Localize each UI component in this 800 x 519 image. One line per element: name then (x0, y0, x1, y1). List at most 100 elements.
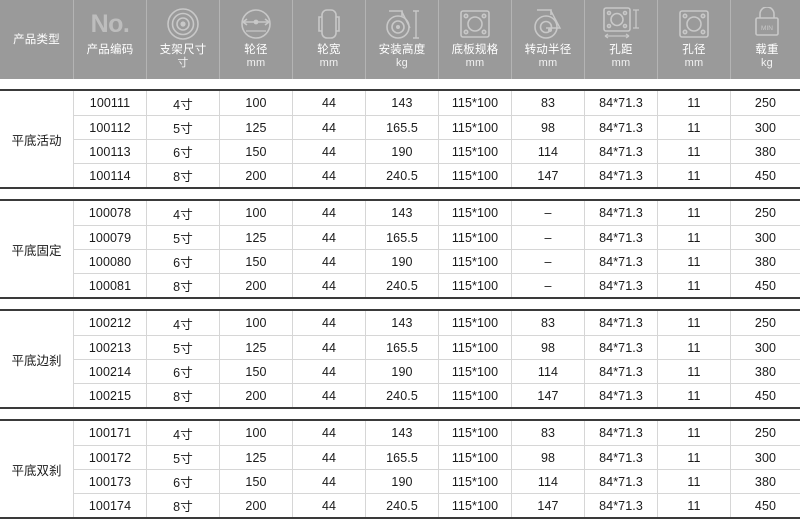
header-unit-swivel-radius: mm (538, 57, 558, 69)
table-cell: 100213 (73, 336, 146, 359)
table-cell: 165.5 (365, 226, 438, 249)
wheel-width-icon (293, 5, 365, 43)
table-cell: 100111 (73, 91, 146, 115)
table-cell: 84*71.3 (584, 336, 657, 359)
table-cell: 300 (730, 226, 800, 249)
table-row: 100174 8寸 200 44 240.5 115*100 147 84*71.3 11 450 (73, 493, 800, 517)
table-cell: 114 (511, 140, 584, 163)
table-cell: 11 (657, 274, 730, 297)
table-row: 100111 4寸 100 44 143 115*100 83 84*71.3 11 250 (73, 91, 800, 115)
table-cell: 115*100 (438, 421, 511, 445)
table-cell: 380 (730, 470, 800, 493)
table-cell: 115*100 (438, 360, 511, 383)
table-cell: 250 (730, 421, 800, 445)
header-unit-wheel-diameter: mm (246, 57, 266, 69)
table-cell: 100113 (73, 140, 146, 163)
table-row: 100215 8寸 200 44 240.5 115*100 147 84*71.3 11 450 (73, 383, 800, 407)
table-cell: 84*71.3 (584, 250, 657, 273)
table-cell: 100215 (73, 384, 146, 407)
table-cell: 98 (511, 116, 584, 139)
table-row: 100213 5寸 125 44 165.5 115*100 98 84*71.3 11 300 (73, 335, 800, 359)
group-label: 平底双刹 (11, 463, 62, 478)
table-row: 100113 6寸 150 44 190 115*100 114 84*71.3 11 380 (73, 139, 800, 163)
wheel-diameter-icon (220, 5, 292, 43)
table-cell: 250 (730, 311, 800, 335)
table-cell: 115*100 (438, 226, 511, 249)
table-cell: 115*100 (438, 116, 511, 139)
bracket-size-icon (147, 5, 219, 43)
table-cell: 44 (292, 91, 365, 115)
table-cell: 143 (365, 91, 438, 115)
table-cell: 100173 (73, 470, 146, 493)
header-unit-install-height: kg (395, 57, 409, 69)
table-cell: 165.5 (365, 336, 438, 359)
table-cell: 11 (657, 91, 730, 115)
header-label-swivel-radius: 转动半径 (524, 44, 572, 56)
table-cell: 100079 (73, 226, 146, 249)
table-cell: – (511, 201, 584, 225)
table-cell: – (511, 274, 584, 297)
group-spacer (0, 79, 800, 89)
hole-diameter-icon (658, 5, 730, 43)
table-cell: 98 (511, 446, 584, 469)
table-cell: 115*100 (438, 91, 511, 115)
header-col-wheel-diameter: 轮径 mm (219, 0, 292, 79)
table-cell: 125 (219, 116, 292, 139)
table-cell: 4寸 (146, 91, 219, 115)
table-cell: 380 (730, 250, 800, 273)
header-label-product-code: 产品编码 (86, 44, 134, 56)
table-cell: 4寸 (146, 201, 219, 225)
table-cell: 115*100 (438, 446, 511, 469)
table-body: 平底活动 100111 4寸 100 44 143 115*100 83 84*71.3 11 25… (0, 79, 800, 519)
header-label-wheel-width: 轮宽 (317, 44, 341, 56)
install-height-icon (366, 5, 438, 43)
table-cell: 84*71.3 (584, 421, 657, 445)
table-cell: 240.5 (365, 164, 438, 187)
table-cell: 11 (657, 494, 730, 517)
table-cell: 115*100 (438, 274, 511, 297)
table-cell: 44 (292, 201, 365, 225)
table-cell: 84*71.3 (584, 360, 657, 383)
table-cell: 450 (730, 274, 800, 297)
table-cell: 190 (365, 470, 438, 493)
table-cell: 44 (292, 421, 365, 445)
table-cell: 150 (219, 140, 292, 163)
table-cell: 8寸 (146, 274, 219, 297)
table-cell: 100 (219, 311, 292, 335)
table-cell: 250 (730, 91, 800, 115)
table-cell: 450 (730, 384, 800, 407)
table-cell: 114 (511, 470, 584, 493)
table-cell: 5寸 (146, 336, 219, 359)
table-row: 100079 5寸 125 44 165.5 115*100–84*71.3 11 300 (73, 225, 800, 249)
table-cell: 44 (292, 226, 365, 249)
table-cell: 115*100 (438, 494, 511, 517)
header-label-hole-diameter: 孔径 (682, 44, 706, 56)
table-cell: 11 (657, 164, 730, 187)
table-cell: 44 (292, 336, 365, 359)
header-col-product-code: No. 产品编码 (73, 0, 146, 79)
table-cell: 5寸 (146, 116, 219, 139)
table-cell: 100172 (73, 446, 146, 469)
header-label-install-height: 安装高度 (378, 44, 426, 56)
table-cell: 147 (511, 494, 584, 517)
table-cell: 125 (219, 336, 292, 359)
base-plate-icon (439, 5, 511, 43)
table-cell: 5寸 (146, 446, 219, 469)
table-cell: 44 (292, 384, 365, 407)
table-cell: 100171 (73, 421, 146, 445)
table-cell: 44 (292, 470, 365, 493)
table-cell: – (511, 250, 584, 273)
product-group: 平底双刹 100171 4寸 100 44 143 115*100 83 84*71.3 11 25… (0, 419, 800, 519)
table-cell: 84*71.3 (584, 140, 657, 163)
table-cell: 84*71.3 (584, 274, 657, 297)
table-cell: 190 (365, 250, 438, 273)
table-cell: 450 (730, 494, 800, 517)
table-cell: 125 (219, 446, 292, 469)
table-cell: 115*100 (438, 201, 511, 225)
table-cell: 11 (657, 116, 730, 139)
table-cell: 100 (219, 421, 292, 445)
table-cell: 100080 (73, 250, 146, 273)
header-col-hole-diameter: 孔径 mm (657, 0, 730, 79)
table-cell: 11 (657, 336, 730, 359)
